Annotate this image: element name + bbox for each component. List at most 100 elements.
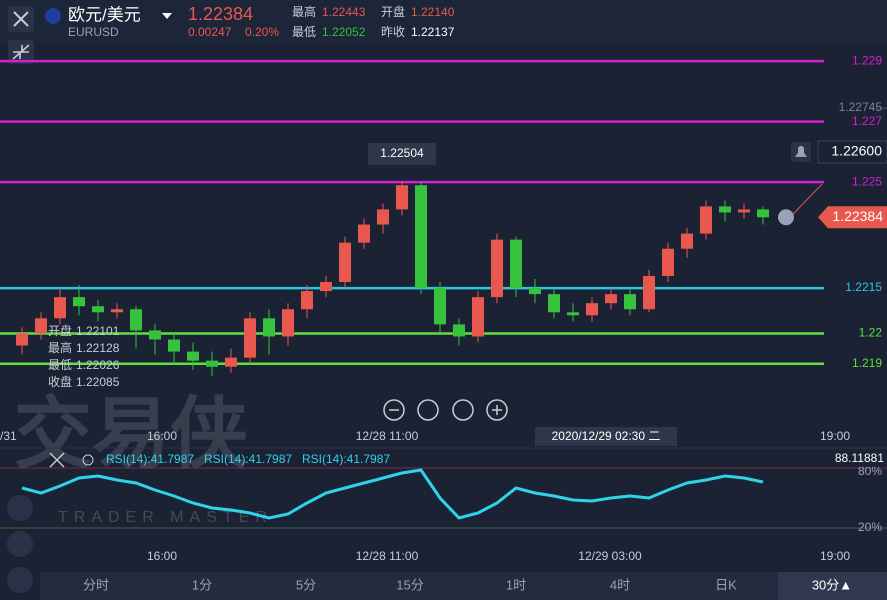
level-tag-bg (824, 354, 887, 373)
candle-body (282, 309, 294, 337)
level-tag: 1.22 (859, 326, 883, 340)
tab[interactable]: 15分 (396, 577, 423, 592)
candle-body (567, 312, 579, 316)
y-tick-label: 1.22600 (831, 143, 882, 159)
next[interactable] (452, 399, 474, 421)
price: 1.22384 (188, 4, 253, 24)
tab[interactable]: 日K (715, 577, 737, 592)
y-tick-box (817, 140, 887, 164)
candle-body (738, 209, 750, 213)
playback-controls (383, 399, 508, 421)
tool-button[interactable] (7, 495, 33, 521)
y-tick-label: 1.22745 (839, 100, 883, 114)
candle-body (16, 333, 28, 346)
candle-body (681, 233, 693, 249)
last-price-tag: 1.22384 (832, 208, 883, 224)
candle-body (605, 294, 617, 304)
change-pct: 0.20% (245, 25, 279, 39)
stat-label: 最低 (292, 25, 316, 39)
tab[interactable]: 4时 (610, 577, 630, 592)
stat-label: 开盘 (381, 4, 405, 19)
bell-icon (795, 145, 807, 157)
rsi-line (21, 468, 764, 520)
candle-body (168, 339, 180, 352)
crosshair-value: 1.22101 (76, 324, 120, 338)
candle-body (472, 297, 484, 337)
candle-body (111, 309, 123, 313)
watermark-subtitle: TRADER MASTER (58, 509, 273, 526)
crosshair-value: 1.22026 (76, 358, 120, 372)
candle-body (434, 288, 446, 325)
level-tag-bg (824, 324, 887, 343)
candle-body (662, 248, 674, 276)
crosshair-label: 开盘 (48, 323, 72, 338)
candle-body (396, 185, 408, 210)
pair-name[interactable]: 欧元/美元 (68, 5, 141, 24)
crosshair-label: 收盘 (48, 374, 72, 389)
max-label: 88.11881 (835, 451, 884, 465)
tab[interactable]: 分时 (83, 577, 109, 592)
level-tag: 1.229 (852, 53, 882, 67)
close-icon (13, 11, 29, 27)
tab[interactable]: 5分 (296, 577, 316, 592)
candle-body (206, 360, 218, 367)
stat-label: 昨收 (381, 25, 405, 39)
candle-body (700, 206, 712, 234)
level-tag-bg (824, 279, 887, 298)
tool-button[interactable] (7, 567, 33, 593)
stat-value: 1.22443 (322, 5, 366, 19)
stat-value: 1.22052 (322, 25, 366, 39)
settings-indicator[interactable] (82, 454, 94, 466)
time-label: 16:00 (147, 429, 177, 443)
crosshair-label: 最低 (48, 358, 72, 372)
level-tag-bg (824, 173, 887, 192)
active-tab-bg (778, 572, 887, 600)
info-icon[interactable] (778, 209, 794, 226)
candle-body (757, 209, 769, 218)
level-tag-bg (824, 52, 887, 71)
y-tick-label: 20% (858, 520, 882, 534)
candle-body (719, 206, 731, 213)
candle-body (586, 303, 598, 316)
close-indicator[interactable] (49, 452, 65, 468)
crosshair-time-box (535, 427, 677, 446)
candle-body (187, 351, 199, 361)
tool-button[interactable] (7, 531, 33, 557)
candle-body (35, 318, 47, 334)
indicator-title: RSI(14):41.7987 (302, 452, 390, 466)
level-tag: 1.225 (852, 174, 882, 188)
indicator-title: RSI(14):41.7987 (204, 452, 292, 466)
last-price-pointer (789, 183, 823, 218)
prev[interactable] (417, 399, 439, 421)
time-label: 19:00 (820, 549, 850, 563)
level-tag-bg (824, 112, 887, 131)
flag-icon (45, 8, 61, 24)
candle-body (377, 209, 389, 225)
icons (389, 405, 502, 415)
candle-body (358, 224, 370, 243)
level-tag: 1.2215 (845, 280, 882, 294)
tab[interactable]: 1分 (192, 577, 212, 592)
candle-body (263, 318, 275, 337)
tab[interactable]: 1时 (506, 577, 526, 592)
crosshair-time: 2020/12/29 02:30 二 (552, 429, 661, 443)
candle-body (339, 242, 351, 283)
stat-value: 1.22137 (411, 25, 455, 39)
change: 0.00247 (188, 25, 232, 39)
stat-label: 最高 (292, 4, 316, 19)
candle-body (225, 357, 237, 367)
candle-body (529, 288, 541, 295)
crosshair-value: 1.22085 (76, 375, 120, 389)
dropdown-arrow[interactable] (162, 13, 172, 19)
candle-body (548, 294, 560, 313)
candle-body (54, 297, 66, 319)
indicator-title: RSI(14):41.7987 (106, 452, 194, 466)
candle-body (130, 309, 142, 331)
candle-body (453, 324, 465, 337)
candle-body (415, 185, 427, 289)
tab-bar (40, 572, 887, 600)
candle-body (643, 275, 655, 310)
tab[interactable]: 30分▲ (812, 577, 852, 592)
